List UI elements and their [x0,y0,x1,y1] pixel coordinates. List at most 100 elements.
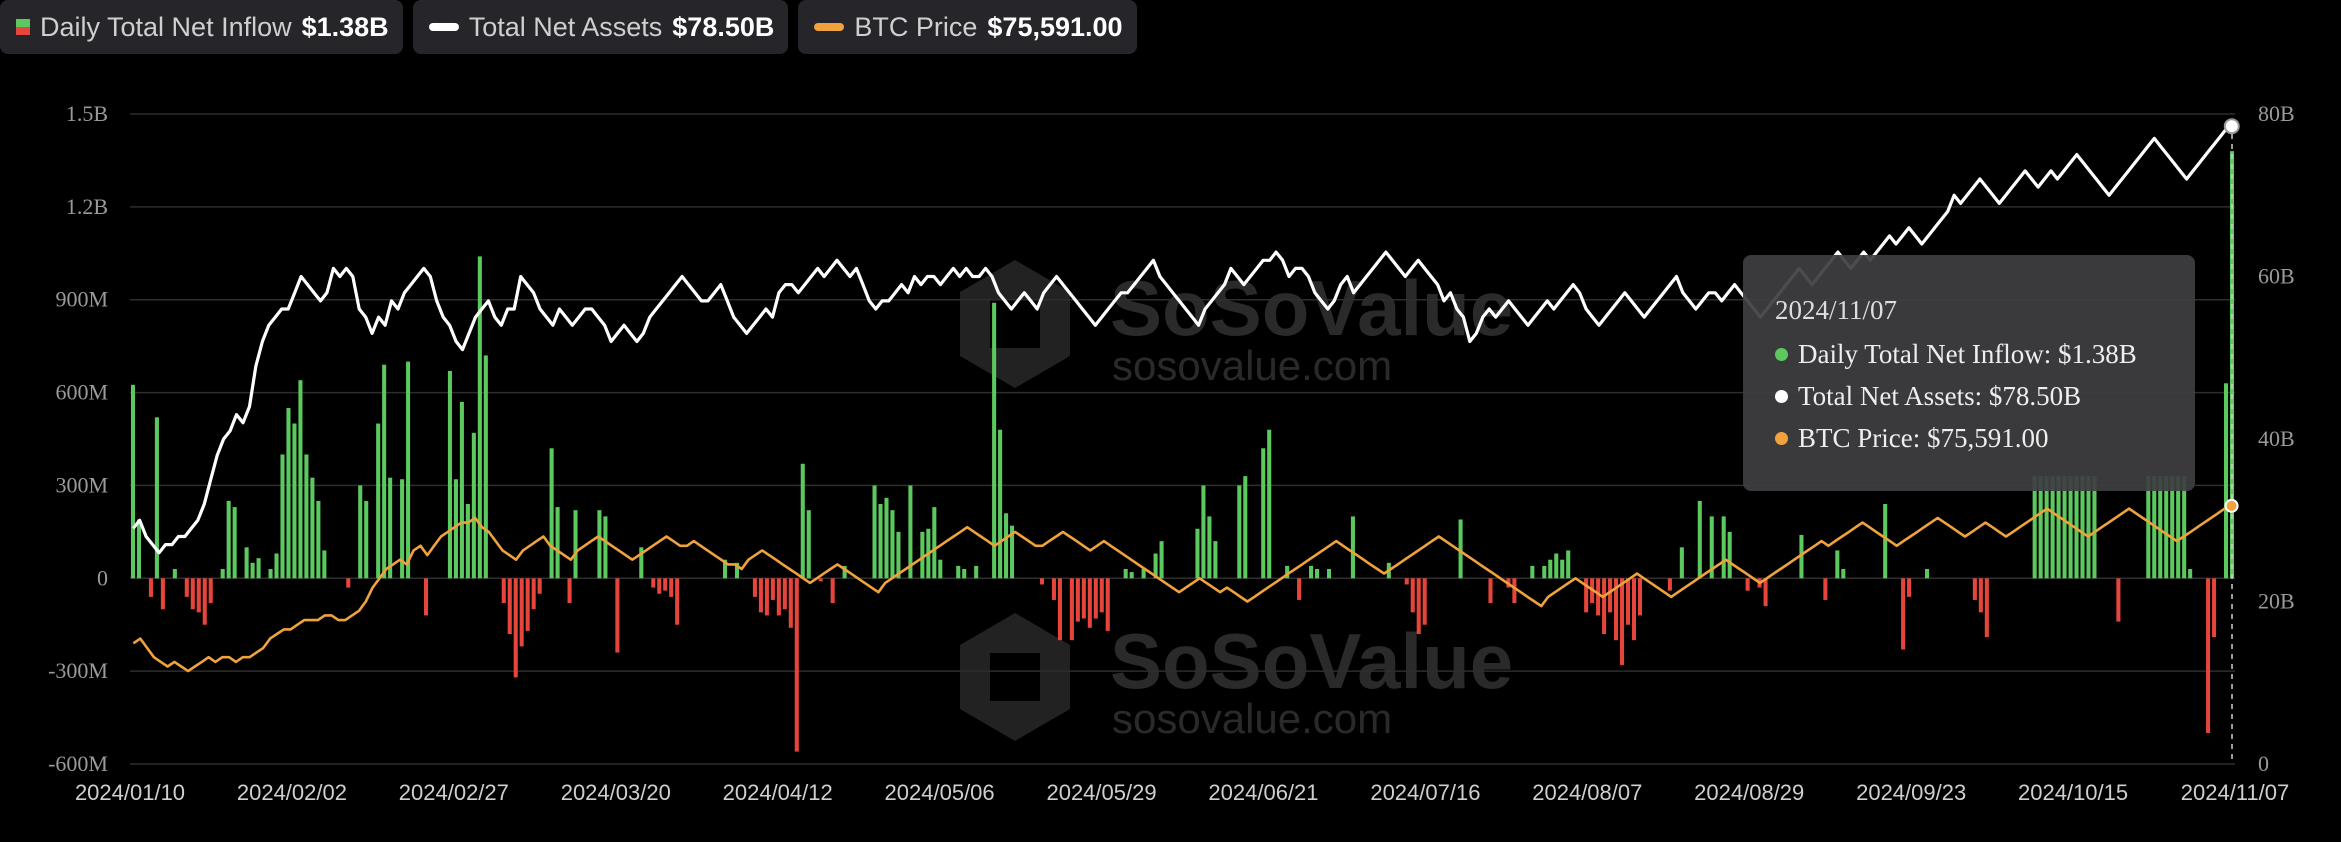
inflow-bar [220,569,225,579]
inflow-bar [483,355,488,579]
inflow-bar [1261,448,1266,579]
y-left-tick-label: 1.2B [66,194,108,219]
btc-price-line [132,504,2233,673]
inflow-bar [136,519,142,579]
inflow-bar [998,429,1003,579]
inflow-bar [1614,578,1619,641]
inflow-bar [663,578,668,591]
inflow-bar [304,454,309,579]
bar-swatch-icon [16,19,30,35]
inflow-bar [2146,476,2151,579]
inflow-bar [1984,578,1989,638]
inflow-bar [1069,578,1074,641]
inflow-bar [1051,578,1056,600]
inflow-bar [2176,476,2181,579]
x-tick-label: 2024/02/27 [399,780,509,805]
inflow-bar [932,507,937,579]
inflow-bar [2182,476,2187,579]
x-tick-label: 2024/10/15 [2018,780,2128,805]
inflow-bar [1631,578,1637,641]
assets-marker [2223,118,2240,135]
inflow-bar [1350,516,1355,579]
inflow-bar [190,578,195,610]
inflow-bar [1243,476,1248,579]
inflow-bar [172,569,177,579]
inflow-bar [1799,534,1804,579]
x-tick-label: 2024/02/02 [237,780,347,805]
inflow-bar [1823,578,1828,600]
inflow-bar [1907,578,1912,597]
legend-inflow[interactable]: Daily Total Net Inflow $1.38B [0,0,403,54]
legend-assets-value: $78.50B [672,11,775,42]
inflow-bar [1141,569,1146,579]
inflow-bar [1057,578,1062,641]
inflow-bar [2038,476,2043,579]
inflow-bar [669,578,674,597]
inflow-bar [388,477,393,579]
inflow-bar [1596,578,1601,616]
inflow-bar [447,370,452,579]
inflow-bar [2092,476,2097,579]
inflow-bar [459,401,464,579]
y-right-tick-label: 40B [2258,426,2295,451]
inflow-bar [1093,578,1098,619]
green-dot-icon [1775,348,1788,361]
inflow-bar [531,578,536,610]
inflow-bar [154,417,159,579]
inflow-bar [651,578,656,588]
inflow-bar [1763,578,1768,607]
y-right-tick-label: 20B [2258,589,2295,614]
inflow-bar [675,578,680,625]
line-swatch-icon [428,23,459,31]
inflow-bar [555,507,560,579]
inflow-bar [537,578,542,594]
inflow-bar [2164,476,2169,579]
inflow-bar [364,500,369,579]
y-axis-right: 80B 60B 40B 20B 0 [2258,101,2295,776]
legend-assets-label: Total Net Assets [468,11,663,42]
inflow-bar [1267,429,1272,579]
x-tick-label: 2024/07/16 [1370,780,1480,805]
inflow-bar [800,463,805,579]
x-tick-label: 2024/05/29 [1046,780,1156,805]
inflow-bar [250,562,255,579]
legend-assets[interactable]: Total Net Assets $78.50B [412,0,789,54]
inflow-bar [842,565,847,579]
inflow-bar [1129,572,1134,579]
inflow-bar [2068,476,2073,579]
inflow-bar [525,578,530,631]
inflow-bar [2032,476,2037,579]
inflow-bar [2206,578,2211,734]
inflow-bar [1087,578,1092,628]
inflow-bar [639,547,644,579]
inflow-bar [513,578,518,678]
inflow-bar [1602,578,1607,634]
inflow-bar [896,531,901,579]
legend-price-label: BTC Price [854,11,978,42]
legend-price[interactable]: BTC Price $75,591.00 [798,0,1137,54]
inflow-bar [1554,553,1559,579]
legend-inflow-value: $1.38B [301,11,389,42]
inflow-bar [1637,578,1643,616]
inflow-bar [519,578,524,647]
legend: Daily Total Net Inflow $1.38B Total Net … [0,0,1137,54]
inflow-bar [603,516,608,579]
inflow-bar [256,558,261,579]
cursor [2223,118,2240,764]
inflow-bar [1404,578,1409,585]
inflow-bar [770,578,775,600]
inflow-bar [2050,476,2055,579]
inflow-bar [722,559,728,579]
inflow-bar [573,510,578,579]
inflow-bar [1709,516,1714,579]
inflow-bar [1488,578,1493,604]
inflow-bar [2212,578,2217,638]
inflow-bar [1972,578,1977,600]
inflow-bar [956,565,961,579]
inflow-bar [788,578,793,628]
inflow-bar [202,578,207,625]
watermark-bottom: SoSoValue sosovalue.com [960,613,1513,742]
line-swatch-icon [814,23,845,31]
inflow-bar [2080,476,2085,579]
